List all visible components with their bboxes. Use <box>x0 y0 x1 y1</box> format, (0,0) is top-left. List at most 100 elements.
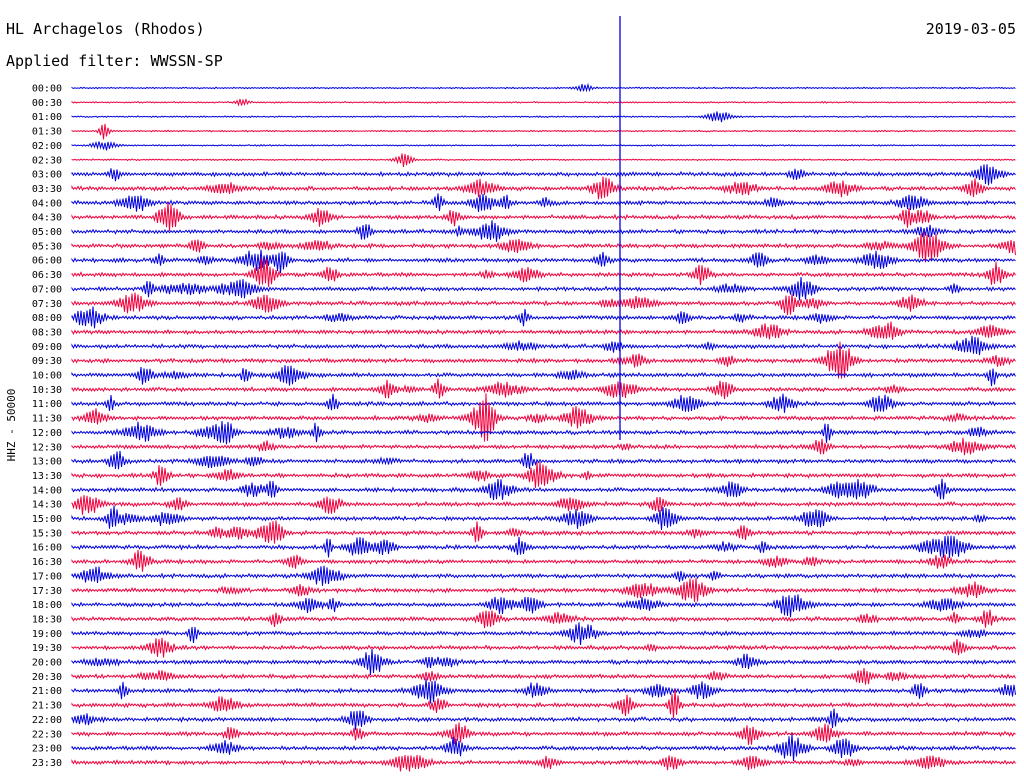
trace-line <box>71 140 1016 151</box>
trace-line <box>71 292 1016 316</box>
time-label: 07:30 <box>32 299 62 310</box>
trace-line <box>71 637 1016 658</box>
time-label: 21:00 <box>32 686 62 697</box>
trace-line <box>71 306 1016 329</box>
trace-line <box>71 201 1016 232</box>
trace-line <box>71 164 1016 186</box>
trace-line <box>71 594 1016 618</box>
time-label: 22:30 <box>32 729 62 740</box>
trace-line <box>71 754 1016 772</box>
trace-line <box>71 708 1016 731</box>
time-label: 09:30 <box>32 356 62 367</box>
trace-line <box>71 393 1016 442</box>
trace-line <box>71 249 1016 274</box>
trace-line <box>71 365 1016 387</box>
time-label: 08:30 <box>32 327 62 338</box>
time-label: 20:30 <box>32 672 62 683</box>
trace-line <box>71 98 1016 107</box>
time-label: 06:30 <box>32 270 62 281</box>
time-label: 00:00 <box>32 84 62 95</box>
time-label: 16:30 <box>32 557 62 568</box>
time-label: 08:00 <box>32 313 62 324</box>
trace-line <box>71 520 1016 544</box>
time-label: 06:00 <box>32 256 62 267</box>
time-label: 15:30 <box>32 528 62 539</box>
time-label: 20:00 <box>32 658 62 669</box>
trace-line <box>71 123 1016 140</box>
trace-line <box>71 450 1016 470</box>
time-label: 01:30 <box>32 127 62 138</box>
time-label: 04:00 <box>32 198 62 209</box>
trace-line <box>71 437 1016 456</box>
trace-line <box>71 220 1016 242</box>
time-label: 11:30 <box>32 414 62 425</box>
time-label: 02:30 <box>32 155 62 166</box>
trace-line <box>71 648 1016 676</box>
time-label: 23:30 <box>32 758 62 769</box>
time-label: 19:30 <box>32 643 62 654</box>
filter-label: Applied filter: WWSSN-SP <box>6 52 223 70</box>
time-label: 17:30 <box>32 586 62 597</box>
trace-line <box>71 722 1016 745</box>
trace-line <box>71 231 1016 263</box>
time-label: 12:30 <box>32 442 62 453</box>
time-label: 17:00 <box>32 571 62 582</box>
trace-line <box>71 176 1016 200</box>
time-label: 14:30 <box>32 500 62 511</box>
time-label: 03:00 <box>32 170 62 181</box>
trace-line <box>71 82 1016 93</box>
time-label: 18:30 <box>32 614 62 625</box>
trace-line <box>71 277 1016 301</box>
trace-line <box>71 193 1016 212</box>
trace-line <box>71 153 1016 168</box>
trace-line <box>71 505 1016 531</box>
time-label: 16:00 <box>32 543 62 554</box>
time-label: 21:30 <box>32 701 62 712</box>
time-label: 05:00 <box>32 227 62 238</box>
trace-line <box>71 678 1016 704</box>
time-label: 00:30 <box>32 98 62 109</box>
trace-line <box>71 494 1016 515</box>
traces-layer: 00:00 00:30 01:00 01:30 02:00 02:30 03:00 03:30… <box>32 16 1016 772</box>
date-label: 2019-03-05 <box>925 20 1016 38</box>
trace-line <box>71 689 1016 719</box>
trace-line <box>71 393 1016 413</box>
time-label: 10:30 <box>32 385 62 396</box>
trace-line <box>71 111 1016 123</box>
trace-line <box>71 535 1016 558</box>
trace-line <box>71 478 1016 501</box>
trace-line <box>71 321 1016 340</box>
time-label: 11:00 <box>32 399 62 410</box>
time-label: 02:00 <box>32 141 62 152</box>
trace-line <box>71 577 1016 602</box>
trace-line <box>71 335 1016 356</box>
trace-line <box>71 565 1016 586</box>
time-label: 10:00 <box>32 371 62 382</box>
trace-line <box>71 341 1016 379</box>
time-label: 14:00 <box>32 485 62 496</box>
time-label: 13:30 <box>32 471 62 482</box>
trace-line <box>71 733 1016 762</box>
time-label: 22:00 <box>32 715 62 726</box>
station-title: HL Archagelos (Rhodos) <box>6 20 205 38</box>
time-label: 19:00 <box>32 629 62 640</box>
time-label: 04:30 <box>32 213 62 224</box>
time-label: 15:00 <box>32 514 62 525</box>
time-label: 01:00 <box>32 112 62 123</box>
trace-line <box>71 461 1016 488</box>
time-label: 12:00 <box>32 428 62 439</box>
trace-line <box>71 378 1016 400</box>
trace-line <box>71 668 1016 685</box>
trace-line <box>71 622 1016 646</box>
time-label: 05:30 <box>32 241 62 252</box>
trace-line <box>71 609 1016 629</box>
time-label: 18:00 <box>32 600 62 611</box>
trace-line <box>71 257 1016 287</box>
time-label: 09:00 <box>32 342 62 353</box>
time-label: 03:30 <box>32 184 62 195</box>
time-label: 23:00 <box>32 744 62 755</box>
trace-line <box>71 549 1016 572</box>
time-label: 07:00 <box>32 284 62 295</box>
trace-line <box>71 420 1016 445</box>
